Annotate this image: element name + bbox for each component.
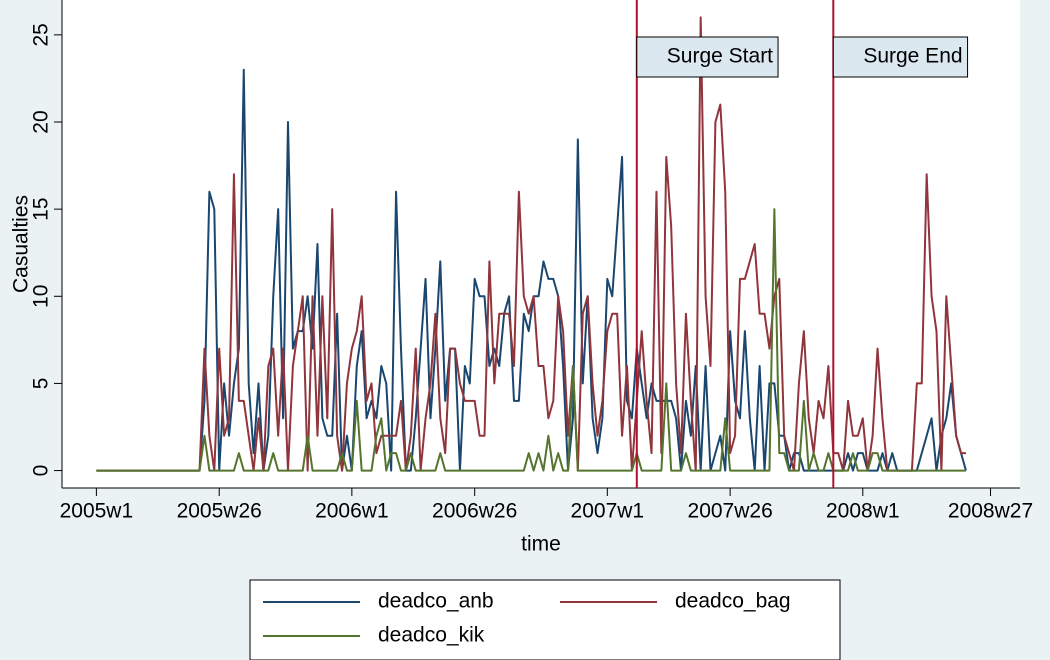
annotation-box bbox=[832, 36, 969, 78]
x-tick-label: 2005w26 bbox=[177, 500, 262, 523]
y-tick-label: 20 bbox=[30, 110, 53, 133]
y-tick-label: 5 bbox=[30, 378, 53, 390]
x-tick-label: 2005w1 bbox=[60, 500, 134, 523]
legend-label: deadco_kik bbox=[378, 624, 485, 647]
x-axis-title: time bbox=[521, 533, 561, 556]
legend-label: deadco_anb bbox=[378, 590, 494, 613]
x-tick-label: 2006w1 bbox=[315, 500, 389, 523]
series-line bbox=[96, 208, 966, 472]
y-tick-label: 10 bbox=[30, 285, 53, 308]
series-line bbox=[96, 16, 966, 472]
x-tick-label: 2007w1 bbox=[571, 500, 645, 523]
x-tick-label: 2006w26 bbox=[432, 500, 517, 523]
y-tick-label: 15 bbox=[30, 197, 53, 220]
y-tick-label: 25 bbox=[30, 23, 53, 46]
legend-label: deadco_bag bbox=[675, 590, 791, 613]
annotation-box bbox=[636, 36, 779, 78]
x-tick-label: 2008w1 bbox=[826, 500, 900, 523]
y-axis-title: Casualties bbox=[10, 195, 33, 293]
y-tick-label: 0 bbox=[30, 465, 53, 477]
x-tick-label: 2008w27 bbox=[948, 500, 1033, 523]
legend bbox=[249, 579, 841, 660]
x-tick-label: 2007w26 bbox=[688, 500, 773, 523]
annotation-label: Surge Start bbox=[667, 45, 773, 68]
annotation-label: Surge End bbox=[863, 45, 962, 68]
